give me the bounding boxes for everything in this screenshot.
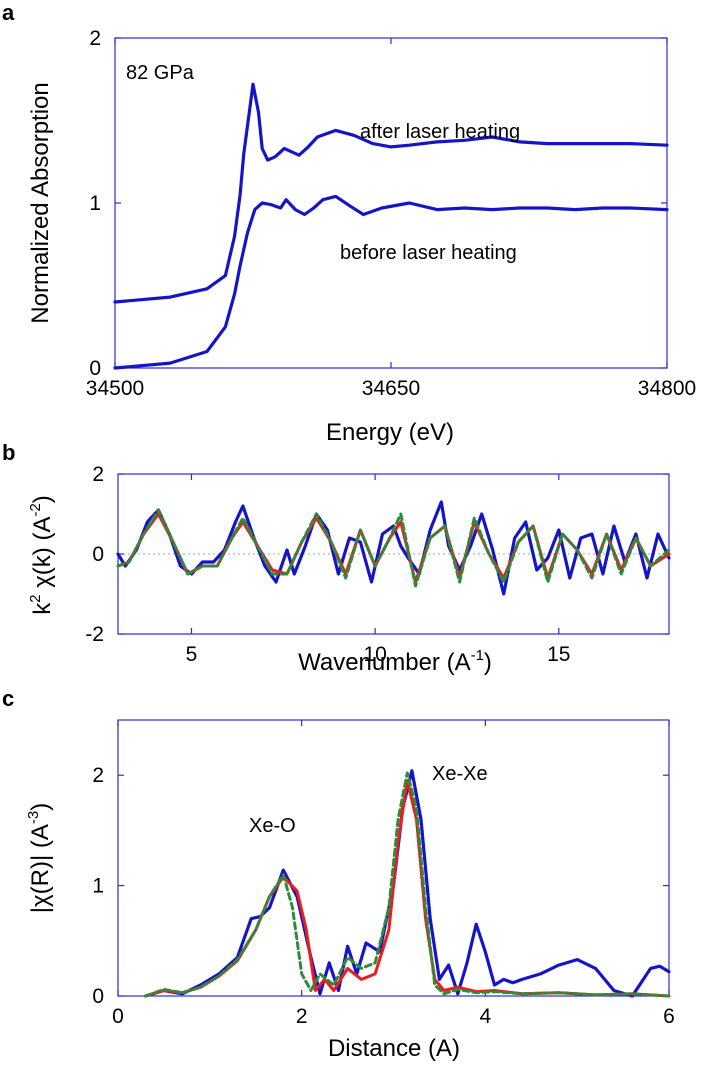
panel-b-ticks: 5 10 15 -2 0 2 — [85, 463, 669, 666]
panel-b-ylabel: k2 χ(k) (A-2) — [27, 495, 56, 615]
panel-b: b 5 10 15-202 Wavenumber (A-1) k2 χ(k) (A-… — [2, 440, 671, 676]
y-tick-label: 0 — [92, 543, 104, 566]
x-tick-label: 5 — [186, 643, 198, 666]
panel-a: a 34500 34650 34800 0 1 2 82 GPa after laser … — [2, 0, 696, 446]
y-tick-label: 2 — [92, 764, 104, 787]
panel-b-xlabel-end: ) — [484, 649, 492, 676]
panel-b-letter: b — [2, 440, 15, 465]
y-tick-label: 0 — [92, 985, 104, 1008]
y-tick-label: 2 — [89, 27, 101, 50]
panel-a-lines — [113, 82, 669, 370]
panel-c-ticks: 0 2 4 6 0 1 2 — [92, 720, 675, 1028]
panel-a-frame — [114, 37, 668, 369]
series-line-solid-red — [144, 779, 671, 998]
panel-a-ylabel: Normalized Absorption — [27, 82, 54, 323]
annotation-after-heating: after laser heating — [360, 121, 520, 143]
panel-c-ylabel-end: ) — [27, 803, 54, 811]
panel-b-xlabel: Wavenumber (A-1) — [298, 647, 492, 676]
panel-b-ylabel-mid: χ(k) (A — [29, 517, 56, 595]
series-line-solid-blue — [116, 500, 671, 596]
y-tick-label: 1 — [89, 192, 101, 215]
panel-c-letter: c — [2, 686, 14, 711]
x-tick-label: 4 — [479, 1005, 491, 1028]
panel-b-ylabel-sup2: -2 — [27, 503, 44, 516]
panel-b-ylabel-sup: 2 — [27, 594, 44, 602]
x-tick-label: 6 — [663, 1005, 675, 1028]
series-line-solid-blue — [144, 769, 671, 998]
annotation-before-heating: before laser heating — [340, 242, 517, 264]
series-line-solid-red — [116, 512, 671, 584]
y-tick-label: 0 — [89, 357, 101, 380]
x-tick-label: 0 — [112, 1005, 124, 1028]
panel-a-letter: a — [2, 0, 15, 25]
panel-b-xlabel-sup: -1 — [471, 647, 484, 664]
annotation-xe-xe: Xe-Xe — [432, 763, 488, 785]
panel-c: c 0 2 4 6 0 1 2 Xe-O Xe-Xe Distance (A) |χ(R)|… — [2, 686, 675, 1062]
y-tick-label: 2 — [92, 463, 104, 486]
x-tick-label: 10 — [363, 643, 386, 666]
panel-b-ylabel-end: ) — [29, 495, 56, 503]
series-line-curve-0 — [113, 82, 669, 304]
x-tick-label: 34500 — [86, 377, 144, 400]
x-tick-label: 34650 — [362, 377, 420, 400]
y-tick-label: 1 — [92, 875, 104, 898]
panel-b-ylabel-k: k — [29, 602, 56, 615]
x-tick-label: 34800 — [638, 377, 696, 400]
panel-c-ylabel-sup: -3 — [25, 811, 42, 824]
panel-c-frame — [117, 719, 670, 997]
series-line-curve-1 — [113, 194, 669, 370]
panel-b-xlabel-main: Wavenumber (A — [298, 649, 471, 676]
x-tick-label: 2 — [296, 1005, 308, 1028]
y-tick-label: -2 — [85, 623, 104, 646]
annotation-xe-o: Xe-O — [249, 815, 296, 837]
panel-c-xlabel: Distance (A) — [328, 1035, 460, 1062]
panel-c-ylabel-main: |χ(R)| (A — [27, 824, 54, 913]
panel-a-xlabel: Energy (eV) — [326, 419, 454, 446]
series-line-dashed-green — [144, 771, 671, 998]
panel-a-ticks: 34500 34650 34800 0 1 2 — [86, 27, 696, 400]
panel-c-ylabel: |χ(R)| (A-3) — [25, 803, 54, 913]
x-tick-label: 15 — [547, 643, 570, 666]
panel-c-lines — [144, 769, 671, 998]
series-line-dashed-green — [116, 508, 671, 588]
annotation-pressure: 82 GPa — [126, 62, 195, 84]
panel-b-lines — [116, 500, 671, 596]
